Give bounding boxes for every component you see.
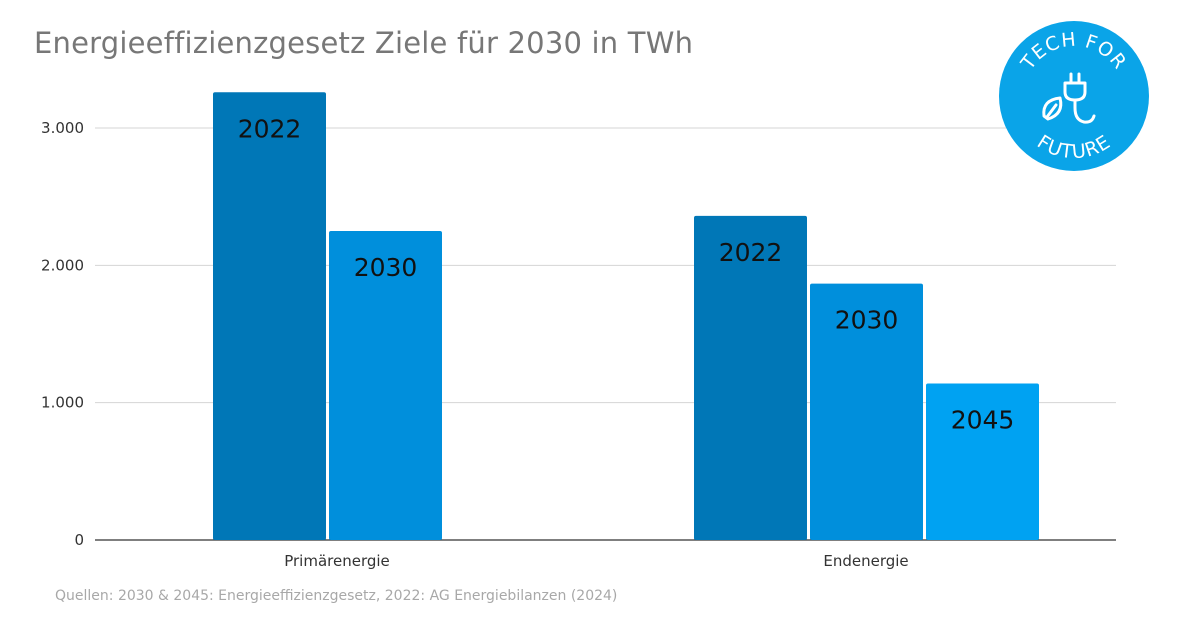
chart-title: Energieeffizienzgesetz Ziele für 2030 in… [34, 26, 694, 60]
bar-data-label: 2045 [951, 405, 1015, 434]
bar-primärenergie-2022 [213, 92, 326, 540]
bar-endenergie-2022 [694, 215, 807, 541]
bar-primärenergie-2030 [329, 231, 442, 540]
y-tick-label: 0 [74, 531, 84, 549]
y-tick-label: 1.000 [41, 394, 84, 412]
bar-data-label: 2022 [719, 238, 783, 267]
tech-for-future-logo: TECH FOR FUTURE [999, 21, 1149, 171]
bar-data-label: 2030 [354, 253, 418, 282]
y-tick-label: 2.000 [41, 256, 84, 274]
bar-endenergie-2045 [926, 383, 1039, 540]
plug-leaf-icon [1042, 72, 1096, 124]
y-tick-label: 3.000 [41, 119, 84, 137]
x-category-label: Primärenergie [284, 552, 390, 570]
bar-data-label: 2030 [835, 306, 899, 335]
bar-endenergie-2030 [810, 283, 923, 540]
logo-circle [999, 21, 1149, 171]
bar-data-label: 2022 [238, 114, 302, 143]
x-category-label: Endenergie [823, 552, 908, 570]
source-note: Quellen: 2030 & 2045: Energieeffizienzge… [55, 588, 618, 604]
